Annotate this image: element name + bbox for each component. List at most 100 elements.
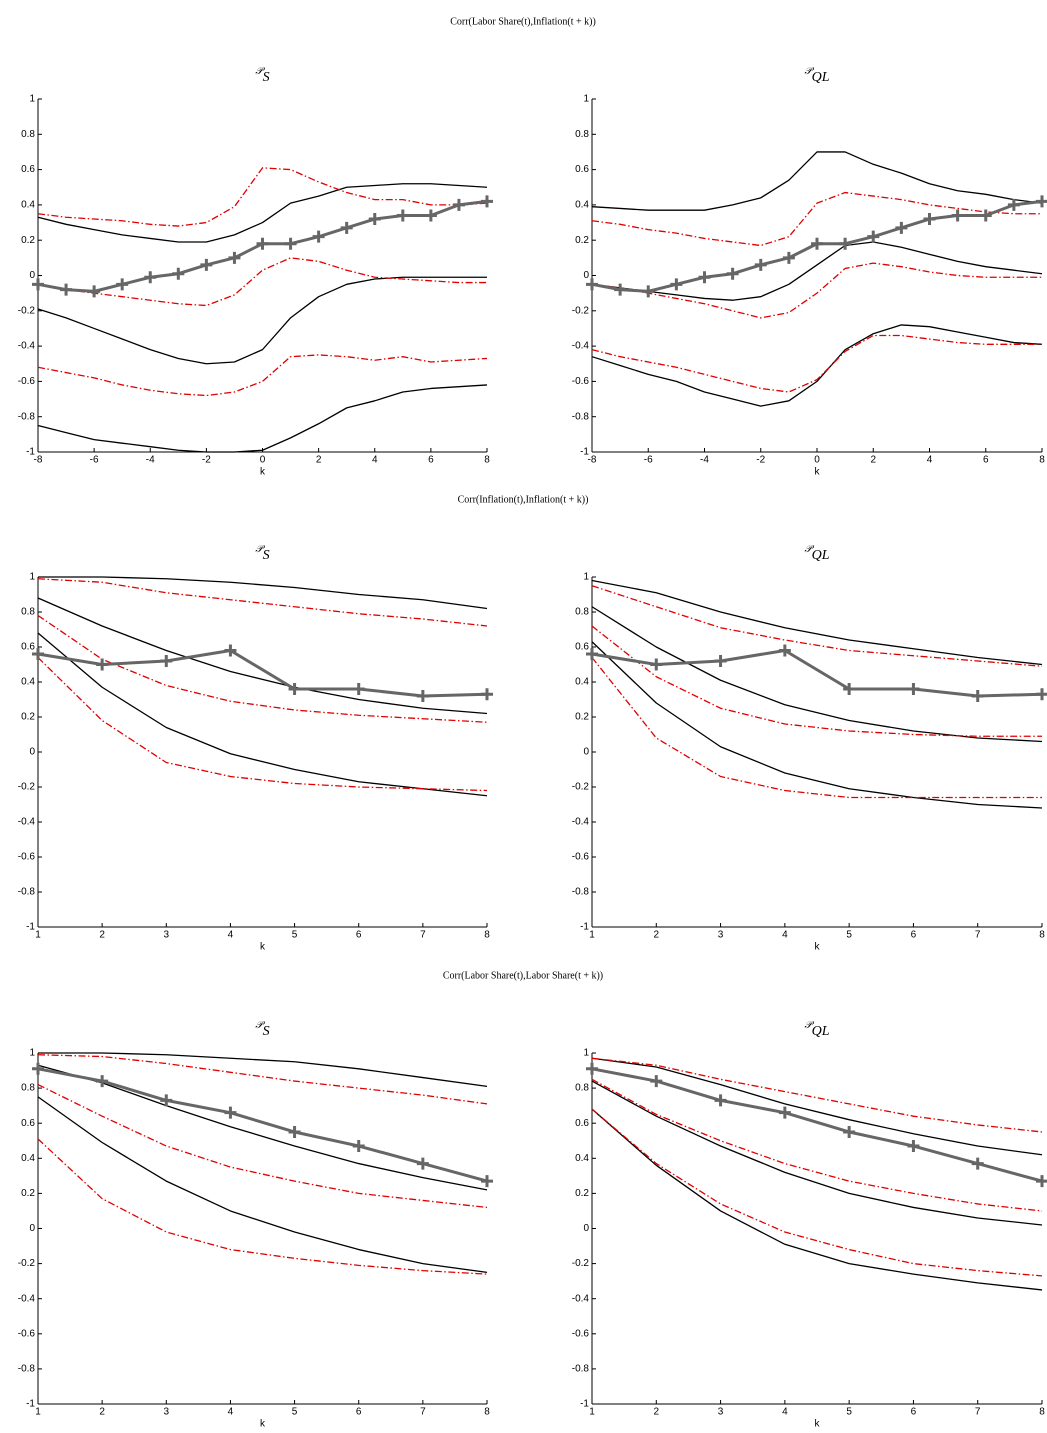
marker	[60, 283, 73, 296]
marker	[867, 230, 880, 243]
series-line	[37, 276, 487, 365]
marker	[96, 1075, 109, 1088]
y-tick-label: 1	[583, 94, 589, 105]
y-tick-label: -0.4	[18, 1293, 36, 1304]
series-line	[37, 649, 488, 698]
series-line	[37, 632, 488, 797]
y-tick-label: -0.4	[572, 1293, 590, 1304]
series-line	[591, 324, 1043, 407]
series-line	[38, 576, 488, 610]
series-line	[591, 585, 1043, 667]
marker	[586, 278, 598, 291]
subtitle: 𝒫S	[255, 1020, 269, 1039]
marker	[951, 209, 964, 222]
y-tick-label: -0.4	[18, 817, 36, 828]
y-tick-label: 0.2	[21, 235, 35, 246]
x-tick-label: 3	[164, 1407, 170, 1418]
marker	[650, 1075, 663, 1088]
x-tick-label: 8	[1039, 1407, 1045, 1418]
marker	[144, 271, 157, 284]
x-tick-label: 2	[654, 1407, 660, 1418]
x-axis-label: k	[260, 467, 266, 478]
y-tick-label: -0.8	[18, 887, 36, 898]
subtitle-subscript: S	[263, 1024, 270, 1039]
x-tick-label: 4	[782, 930, 788, 941]
marker	[650, 658, 663, 671]
panel: 𝒫QL -1 -0.8 -0.6 -0.4 -0.2 0 0.2 0.4 0.6 0.8 1 1 2 3 4 5…	[572, 544, 1047, 953]
y-tick-label: -0.2	[18, 782, 36, 793]
marker	[312, 230, 325, 243]
y-tick-label: 0.2	[575, 712, 589, 723]
x-tick-label: 6	[356, 1407, 362, 1418]
marker	[32, 648, 44, 660]
y-tick-label: -0.8	[572, 1364, 590, 1375]
y-tick-label: 0.8	[21, 129, 35, 140]
y-tick-label: 0.8	[21, 1083, 35, 1094]
x-tick-label: 0	[260, 455, 266, 466]
x-tick-label: 4	[228, 930, 234, 941]
x-tick-label: 5	[846, 930, 852, 941]
y-tick-label: -0.4	[572, 817, 590, 828]
x-tick-label: 2	[99, 930, 105, 941]
marker	[481, 195, 493, 208]
x-tick-label: 3	[718, 1407, 724, 1418]
x-tick-label: 8	[1039, 930, 1045, 941]
y-tick-label: 0	[29, 270, 35, 281]
series-line	[591, 334, 1042, 393]
y-tick-label: 0.2	[21, 712, 35, 723]
marker	[778, 644, 791, 657]
y-tick-label: 0.8	[575, 1083, 589, 1094]
x-tick-label: 2	[99, 1407, 105, 1418]
marker	[32, 1062, 44, 1075]
series-line	[591, 606, 1043, 743]
marker	[714, 655, 727, 667]
x-tick-label: -6	[90, 455, 99, 466]
marker	[642, 285, 655, 298]
series-line	[591, 191, 1042, 247]
series-line	[37, 257, 487, 307]
y-tick-label: 0.4	[575, 677, 589, 688]
marker	[32, 278, 44, 291]
x-axis-label: k	[815, 942, 821, 953]
y-tick-label: 0.6	[575, 1118, 589, 1129]
y-tick-label: -0.6	[18, 1328, 36, 1339]
series-line	[591, 1080, 1043, 1226]
series-line	[37, 657, 488, 792]
series-line	[591, 625, 1042, 737]
marker	[396, 209, 409, 222]
marker	[288, 683, 301, 695]
panel: Corr(Labor Share(t),Inflation(t + k)) 𝒫S -…	[18, 16, 596, 477]
y-tick-label: -0.8	[572, 411, 590, 422]
y-tick-label: -0.6	[572, 376, 590, 387]
y-tick-label: 0.6	[21, 164, 35, 175]
marker	[778, 1106, 791, 1119]
y-tick-label: 0.2	[21, 1188, 35, 1199]
x-tick-label: 6	[428, 455, 434, 466]
marker	[698, 271, 711, 284]
x-tick-label: 6	[356, 930, 362, 941]
y-tick-label: -0.2	[572, 1258, 590, 1269]
marker	[224, 644, 237, 657]
marker	[971, 690, 984, 702]
y-tick-label: 0	[583, 1223, 589, 1234]
series-line	[591, 1108, 1043, 1277]
y-tick-label: 0.4	[575, 1153, 589, 1164]
x-tick-label: 8	[484, 1407, 490, 1418]
series-line	[37, 1067, 488, 1183]
marker	[1007, 198, 1020, 211]
series-line	[591, 262, 1042, 319]
marker	[979, 209, 992, 222]
x-tick-label: 1	[35, 930, 41, 941]
marker	[839, 237, 852, 250]
marker	[481, 1175, 493, 1188]
series-line	[37, 578, 488, 627]
x-tick-label: -2	[202, 455, 211, 466]
row-title: Corr(Labor Share(t),Labor Share(t + k))	[443, 970, 603, 981]
x-tick-label: 6	[983, 455, 989, 466]
series-line	[591, 1067, 1043, 1183]
series-line	[591, 657, 1042, 799]
subtitle-subscript: QL	[812, 1024, 830, 1039]
y-tick-label: 0	[29, 747, 35, 758]
y-tick-label: -0.2	[18, 1258, 36, 1269]
x-tick-label: 6	[911, 930, 917, 941]
